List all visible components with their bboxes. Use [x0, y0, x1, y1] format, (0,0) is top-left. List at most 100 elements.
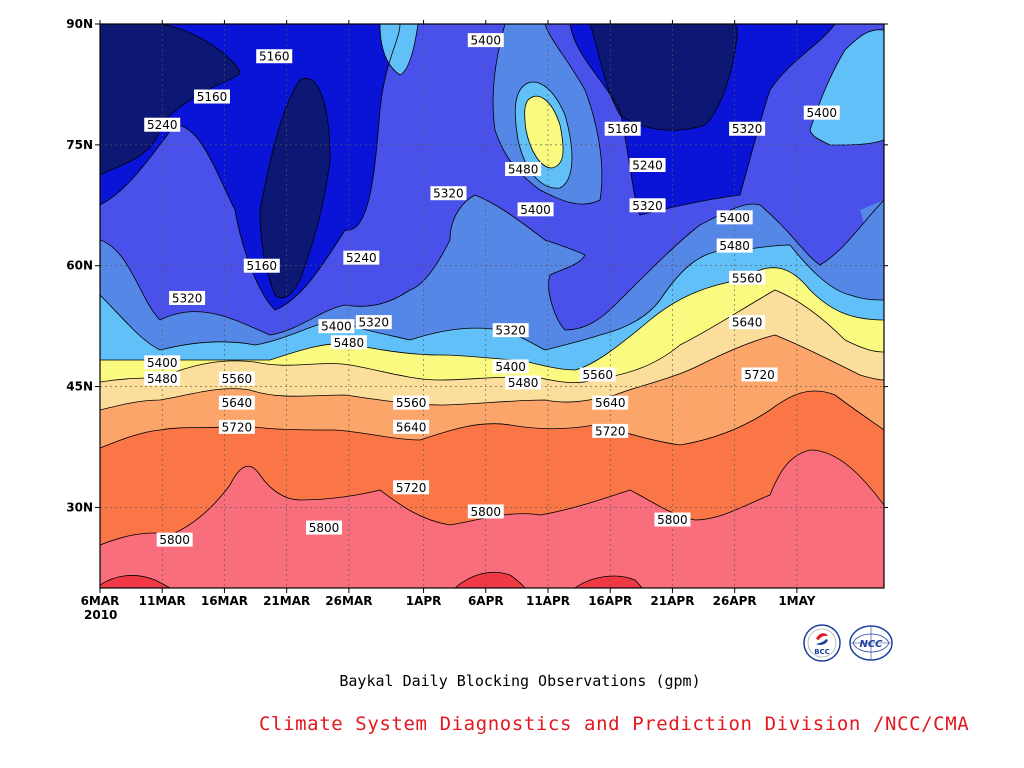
contour-label-text: 5320	[359, 316, 390, 330]
contour-label-box	[256, 49, 293, 64]
x-tick-label: 16MAR	[201, 594, 248, 608]
contour-label: 5400	[492, 359, 529, 374]
contour-label: 5560	[729, 270, 766, 285]
contour-label-text: 5400	[495, 360, 526, 374]
line-5160	[100, 24, 241, 176]
contour-label: 5720	[218, 419, 255, 434]
contour-label-box	[243, 258, 280, 273]
contour-label-text: 5640	[732, 316, 763, 330]
ncc-logo-text: NCC	[859, 639, 883, 650]
contour-label: 5480	[330, 335, 367, 350]
contour-label: 5160	[243, 258, 280, 273]
x-tick-label: 6APR	[468, 594, 504, 608]
contour-label-box	[517, 202, 554, 217]
contour-label-box	[741, 367, 778, 382]
contour-label: 5480	[716, 238, 753, 253]
contour-label-text: 5720	[222, 420, 253, 434]
contour-label: 5320	[629, 198, 666, 213]
contour-label-text: 5320	[172, 291, 203, 305]
contour-label-box	[654, 512, 691, 527]
contour-label-text: 5480	[147, 372, 178, 386]
contour-label-text: 5480	[508, 163, 539, 177]
chart-caption: Baykal Daily Blocking Observations (gpm)	[339, 672, 701, 690]
x-tick-label: 21MAR	[263, 594, 310, 608]
contour-label-box	[144, 371, 181, 386]
contour-label-box	[629, 158, 666, 172]
contour-label-box	[144, 117, 181, 132]
contour-label-box	[194, 89, 230, 104]
contour-label-text: 5480	[334, 336, 365, 350]
contour-label-box	[218, 371, 255, 386]
contour-label: 5800	[156, 532, 193, 547]
x-tick-label: 11MAR	[139, 594, 186, 608]
x-tick-label: 21APR	[650, 594, 694, 608]
line-5400	[100, 244, 884, 351]
contour-label: 5160	[194, 89, 230, 104]
axis-ticks	[95, 20, 888, 593]
contour-label: 5480	[505, 162, 542, 177]
contour-label-box	[505, 375, 542, 390]
fill-5560-island	[524, 96, 564, 168]
contour-label-text: 5560	[732, 271, 763, 285]
contour-label-text: 5400	[719, 211, 750, 225]
contour-labels: 5160 5160 5240 5160 5240 5320 5400 5320 5480 5400…	[144, 33, 840, 547]
contour-label-box	[492, 323, 529, 338]
contour-label-text: 5160	[259, 50, 290, 64]
contour-label-box	[592, 423, 629, 438]
y-axis-labels: 90N 75N 60N 45N 30N	[66, 17, 93, 514]
contour-chart: 90N 75N 60N 45N 30N 6MAR 11MAR 16MAR 21MAR 26MAR…	[66, 17, 888, 622]
contour-label-box	[505, 162, 542, 177]
line-5800	[100, 449, 884, 546]
contour-label: 5800	[467, 504, 504, 519]
line-island-5400	[492, 24, 603, 205]
contour-label: 5320	[430, 186, 467, 201]
contour-label-text: 5320	[495, 324, 526, 338]
y-tick-label: 45N	[66, 380, 93, 394]
contour-label-box	[729, 270, 766, 285]
contour-label-box	[716, 238, 753, 253]
y-tick-label: 30N	[66, 500, 93, 514]
fill-5880-c	[575, 576, 642, 588]
contour-label-box	[393, 395, 430, 410]
contour-label-text: 5640	[396, 420, 427, 434]
contour-label: 5800	[654, 512, 691, 527]
contour-label: 5400	[144, 355, 181, 370]
contour-label-box	[467, 504, 504, 519]
contour-label-text: 5560	[222, 372, 253, 386]
contour-label: 5560	[393, 395, 430, 410]
contour-label: 5400	[716, 210, 753, 225]
contour-label: 5640	[218, 395, 255, 410]
contour-label-text: 5160	[247, 259, 278, 273]
fill-5880-a	[100, 575, 170, 588]
contour-label-box	[144, 355, 181, 370]
bcc-logo-text: BCC	[814, 648, 830, 656]
contour-label-text: 5800	[471, 505, 502, 519]
contour-label: 5160	[256, 49, 293, 64]
y-tick-label: 75N	[66, 138, 93, 152]
x-tick-label: 26APR	[713, 594, 757, 608]
line-island-5560	[524, 95, 564, 169]
fill-5800	[100, 450, 884, 588]
contour-label-box	[467, 33, 504, 48]
contour-label: 5400	[467, 33, 504, 48]
contour-label-text: 5400	[147, 356, 178, 370]
x-tick-label: 6MAR	[81, 594, 120, 608]
contour-label: 5800	[306, 520, 342, 535]
contour-label: 5640	[592, 395, 629, 410]
contour-label-box	[716, 210, 753, 225]
line-ne-low	[589, 24, 738, 131]
contour-label: 5400	[318, 319, 355, 334]
contour-label-text: 5160	[197, 90, 228, 104]
contour-label-text: 5800	[657, 513, 688, 527]
fill-5320-east	[860, 200, 884, 260]
contour-label: 5720	[393, 480, 430, 495]
contour-label: 5480	[505, 375, 542, 390]
contour-label-text: 5400	[471, 34, 502, 48]
contour-label-text: 5240	[346, 251, 377, 265]
contour-label-text: 5320	[632, 199, 663, 213]
contour-label-box	[393, 419, 430, 434]
ncc-logo: NCC	[849, 625, 893, 661]
contour-label-text: 5800	[309, 521, 340, 535]
contour-label-text: 5560	[396, 396, 427, 410]
contour-label-text: 5720	[595, 424, 626, 438]
